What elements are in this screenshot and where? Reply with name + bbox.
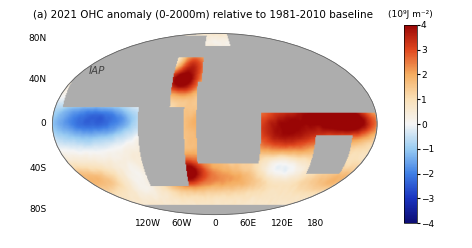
Text: 80N: 80N [28,34,46,43]
Text: (10⁹J m⁻²): (10⁹J m⁻²) [388,10,432,19]
Text: 120W: 120W [135,219,160,228]
Text: 0: 0 [41,120,46,128]
Text: (a) 2021 OHC anomaly (0-2000m) relative to 1981-2010 baseline: (a) 2021 OHC anomaly (0-2000m) relative … [33,10,373,20]
Text: 60W: 60W [171,219,191,228]
Text: 60E: 60E [240,219,257,228]
Text: 80S: 80S [29,205,46,214]
Text: 180: 180 [307,219,324,228]
Text: 0: 0 [212,219,218,228]
Ellipse shape [52,33,377,215]
Text: 40N: 40N [28,75,46,84]
Text: 40S: 40S [29,164,46,173]
Text: IAP: IAP [88,66,105,76]
Text: 120E: 120E [270,219,294,228]
